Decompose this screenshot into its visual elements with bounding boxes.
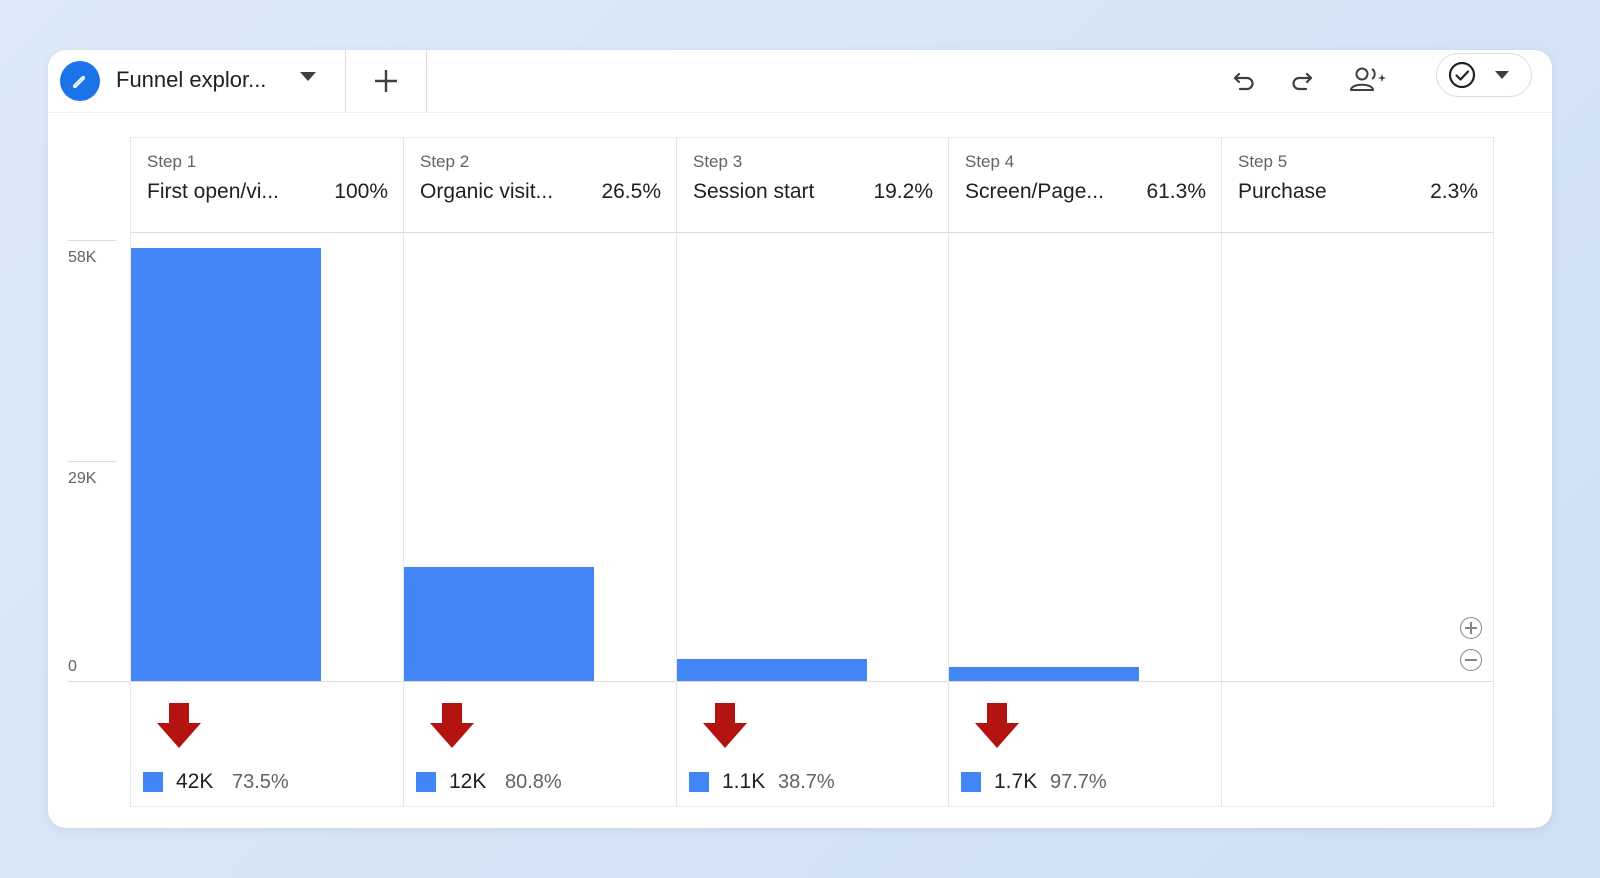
drop-arrow-icon — [703, 703, 747, 748]
zoom-in-icon[interactable] — [1460, 617, 1482, 639]
step-label: Step 5 — [1238, 152, 1288, 171]
caret-down-icon[interactable] — [1495, 71, 1509, 79]
legend-swatch — [961, 772, 981, 792]
legend-swatch — [416, 772, 436, 792]
legend-swatch — [689, 772, 709, 792]
zoom-out-icon[interactable] — [1460, 649, 1482, 671]
tab-title[interactable]: Funnel explor... — [116, 67, 267, 92]
y-tick-label: 58K — [68, 249, 97, 266]
header-top-line — [130, 137, 1494, 138]
add-tab-button[interactable] — [345, 50, 427, 112]
step-label: Step 3 — [693, 152, 743, 171]
step-label: Step 2 — [420, 152, 470, 171]
step-label: Step 4 — [965, 152, 1015, 171]
undo-icon — [1233, 72, 1254, 91]
status-menu-button[interactable] — [1436, 53, 1532, 97]
exploration-tab[interactable]: Funnel explor... — [48, 50, 345, 112]
step-name[interactable]: Organic visit... — [420, 180, 554, 203]
check-circle-icon — [1448, 61, 1476, 89]
dropoff-percent: 73.5% — [232, 771, 289, 793]
dropoff-percent: 80.8% — [505, 771, 562, 793]
drop-arrow-icon — [975, 703, 1019, 748]
dropoff-value: 12K — [449, 770, 487, 793]
step-percent: 61.3% — [1146, 180, 1206, 203]
column-divider — [1493, 137, 1494, 807]
step-name[interactable]: First open/vi... — [147, 180, 279, 203]
funnel-exploration-card: Funnel explor... — [48, 50, 1552, 828]
header-bottom-line — [130, 232, 1494, 233]
funnel-chart: Step 1 First open/vi... 100% Step 2 Orga… — [48, 50, 1552, 828]
dropoff-value: 42K — [176, 770, 214, 793]
undo-button[interactable] — [1224, 60, 1264, 100]
column-divider — [948, 137, 949, 807]
step-percent: 100% — [334, 180, 388, 203]
step-percent: 2.3% — [1430, 180, 1478, 203]
funnel-bar[interactable] — [949, 667, 1139, 681]
drop-arrow-icon — [430, 703, 474, 748]
footer-bottom-line — [130, 806, 1494, 807]
step-name[interactable]: Purchase — [1238, 180, 1327, 203]
drop-arrow-icon — [157, 703, 201, 748]
dropoff-value: 1.1K — [722, 770, 766, 793]
plus-icon — [375, 70, 397, 92]
y-tick-label: 0 — [68, 658, 77, 675]
funnel-bar[interactable] — [677, 659, 867, 681]
column-divider — [1221, 137, 1222, 807]
dropoff-percent: 38.7% — [778, 771, 835, 793]
column-divider — [676, 137, 677, 807]
toolbar: Funnel explor... — [48, 50, 1552, 113]
step-label: Step 1 — [147, 152, 197, 171]
legend-swatch — [143, 772, 163, 792]
y-tick-line — [68, 461, 116, 462]
funnel-bar[interactable] — [404, 567, 594, 681]
caret-down-icon[interactable] — [300, 72, 316, 81]
redo-icon — [1292, 72, 1313, 91]
share-users-icon — [1350, 67, 1386, 91]
dropoff-percent: 97.7% — [1050, 771, 1107, 793]
funnel-bar[interactable] — [131, 248, 321, 681]
column-divider — [130, 137, 131, 807]
dropoff-value: 1.7K — [994, 770, 1038, 793]
baseline — [68, 681, 1494, 682]
share-button[interactable] — [1346, 60, 1392, 100]
pencil-icon[interactable] — [60, 61, 100, 101]
y-tick-label: 29K — [68, 470, 97, 487]
step-percent: 26.5% — [601, 180, 661, 203]
step-percent: 19.2% — [873, 180, 933, 203]
column-divider — [403, 137, 404, 807]
step-name[interactable]: Screen/Page... — [965, 180, 1104, 203]
y-tick-line — [68, 681, 116, 682]
y-tick-line — [68, 240, 116, 241]
step-name[interactable]: Session start — [693, 180, 815, 203]
redo-button[interactable] — [1282, 60, 1322, 100]
